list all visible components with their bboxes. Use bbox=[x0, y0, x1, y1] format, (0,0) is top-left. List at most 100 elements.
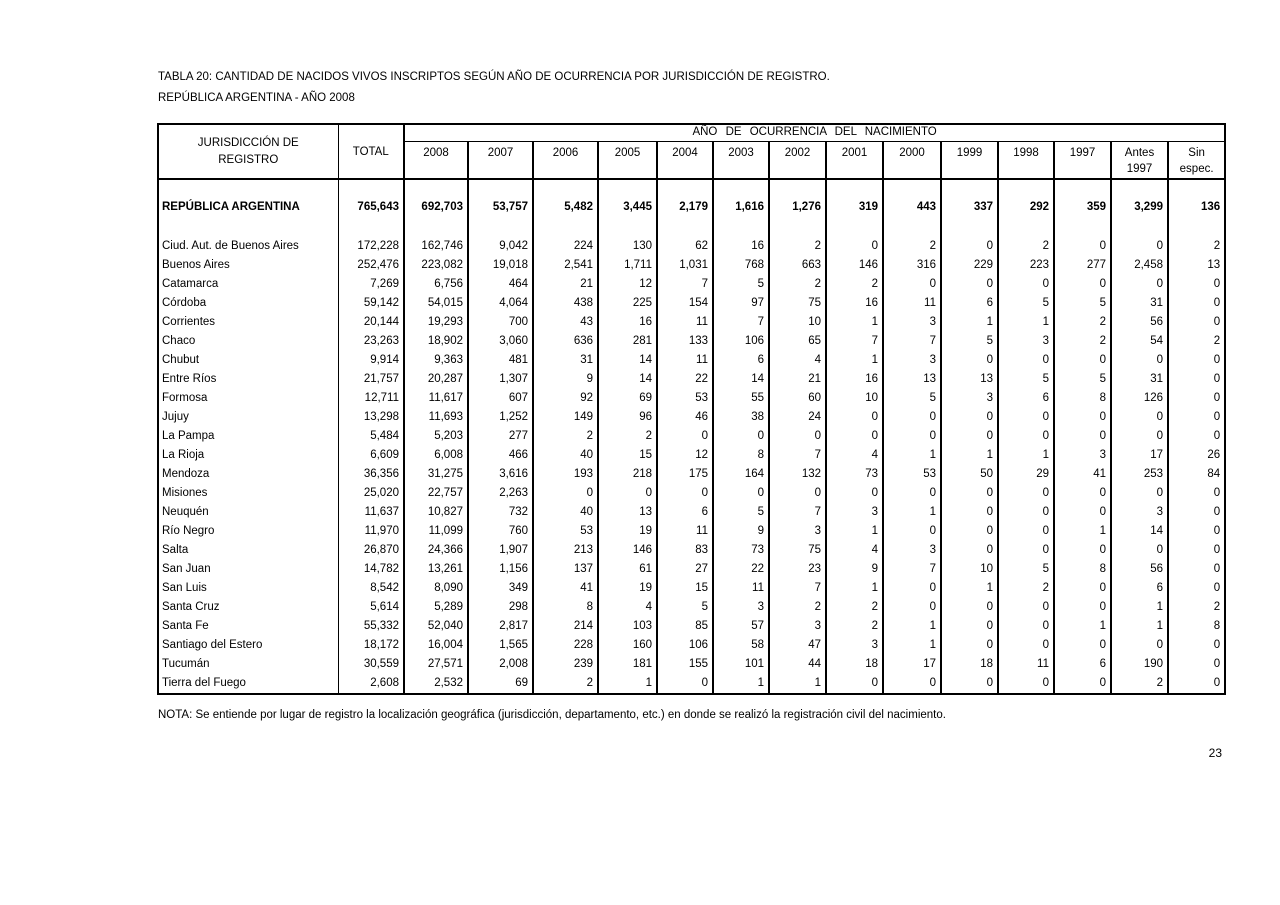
group-header-row: JURISDICCIÓN DE REGISTRO TOTAL AÑO DE OC… bbox=[158, 124, 1226, 180]
value-cell: 0 bbox=[940, 237, 998, 256]
value-cell: 1 bbox=[940, 313, 998, 332]
jurisdiction-label: Chubut bbox=[162, 354, 200, 366]
value-cell: 11 bbox=[997, 655, 1054, 674]
value-cell: 65 bbox=[768, 332, 826, 351]
page-number: 23 bbox=[1208, 746, 1222, 760]
value-cell: 1 bbox=[825, 313, 883, 332]
value-cell: 1 bbox=[1053, 617, 1111, 636]
value-cell: 0 bbox=[997, 408, 1054, 427]
value-cell: 60 bbox=[768, 389, 826, 408]
jurisdiction-label: Corrientes bbox=[162, 316, 216, 328]
value-cell: 8,090 bbox=[403, 579, 468, 598]
value-cell: 3 bbox=[825, 503, 883, 522]
value-cell: 359 bbox=[1053, 179, 1111, 237]
value-cell: 0 bbox=[1053, 427, 1111, 446]
value-cell: 9,914 bbox=[337, 351, 404, 370]
value-cell: 2 bbox=[1053, 313, 1111, 332]
value-cell: 2 bbox=[597, 427, 657, 446]
value-cell: 97 bbox=[712, 294, 769, 313]
value-cell: 11 bbox=[656, 351, 713, 370]
value-cell: 11,617 bbox=[403, 389, 468, 408]
value-cell: 5 bbox=[1053, 370, 1111, 389]
value-cell: 13,261 bbox=[403, 560, 468, 579]
jurisdiction-label: Tucumán bbox=[162, 658, 210, 670]
value-cell: 8 bbox=[1053, 389, 1111, 408]
value-cell: 2 bbox=[825, 275, 883, 294]
jurisdiction-label: Ciud. Aut. de Buenos Aires bbox=[162, 240, 299, 252]
column-header-antes-1997: Antes 1997 bbox=[1110, 141, 1168, 180]
value-cell: 155 bbox=[656, 655, 713, 674]
value-cell: 0 bbox=[1053, 579, 1111, 598]
value-cell: 0 bbox=[940, 351, 998, 370]
jurisdiction-label: Santa Cruz bbox=[162, 601, 220, 613]
title-line-2: REPÚBLICA ARGENTINA - AÑO 2008 bbox=[158, 92, 355, 104]
value-cell: 10,827 bbox=[403, 503, 468, 522]
value-cell: 16 bbox=[825, 294, 883, 313]
value-cell: 0 bbox=[1166, 503, 1226, 522]
value-cell: 0 bbox=[1110, 237, 1168, 256]
value-cell: 2,263 bbox=[467, 484, 533, 503]
value-cell: 41 bbox=[532, 579, 598, 598]
jurisdiction-label: Entre Ríos bbox=[162, 373, 217, 385]
value-cell: 0 bbox=[1053, 636, 1111, 655]
value-cell: 40 bbox=[532, 503, 598, 522]
value-cell: 58 bbox=[712, 636, 769, 655]
value-cell: 0 bbox=[940, 275, 998, 294]
value-cell: 0 bbox=[997, 636, 1054, 655]
value-cell: 281 bbox=[597, 332, 657, 351]
value-cell: 19,018 bbox=[467, 256, 533, 275]
value-cell: 106 bbox=[656, 636, 713, 655]
value-cell: 218 bbox=[597, 465, 657, 484]
value-cell: 2 bbox=[997, 237, 1054, 256]
value-cell: 0 bbox=[712, 484, 769, 503]
value-cell: 12 bbox=[656, 446, 713, 465]
value-cell: 103 bbox=[597, 617, 657, 636]
value-cell: 9,363 bbox=[403, 351, 468, 370]
value-cell: 41 bbox=[1053, 465, 1111, 484]
value-cell: 1,307 bbox=[467, 370, 533, 389]
value-cell: 5,203 bbox=[403, 427, 468, 446]
value-cell: 0 bbox=[825, 427, 883, 446]
value-cell: 101 bbox=[712, 655, 769, 674]
value-cell: 10 bbox=[940, 560, 998, 579]
value-cell: 149 bbox=[532, 408, 598, 427]
value-cell: 16 bbox=[712, 237, 769, 256]
value-cell: 481 bbox=[467, 351, 533, 370]
value-cell: 0 bbox=[1166, 408, 1226, 427]
value-cell: 1 bbox=[997, 313, 1054, 332]
value-cell: 8 bbox=[1053, 560, 1111, 579]
value-cell: 0 bbox=[882, 674, 941, 694]
value-cell: 6,008 bbox=[403, 446, 468, 465]
value-cell: 2,541 bbox=[532, 256, 598, 275]
value-cell: 56 bbox=[1110, 313, 1168, 332]
value-cell: 768 bbox=[712, 256, 769, 275]
value-cell: 0 bbox=[1053, 541, 1111, 560]
value-cell: 12 bbox=[597, 275, 657, 294]
value-cell: 0 bbox=[997, 503, 1054, 522]
jurisdiction-label: Santiago del Estero bbox=[162, 639, 263, 651]
jurisdiction-label: Santa Fe bbox=[162, 620, 209, 632]
column-header-2006: 2006 bbox=[532, 141, 598, 180]
value-cell: 636 bbox=[532, 332, 598, 351]
value-cell: 2,179 bbox=[656, 179, 713, 237]
value-cell: 2 bbox=[1166, 237, 1226, 256]
jurisdiction-label: Buenos Aires bbox=[162, 259, 230, 271]
value-cell: 1 bbox=[1110, 598, 1168, 617]
value-cell: 0 bbox=[1166, 579, 1226, 598]
value-cell: 18,172 bbox=[337, 636, 404, 655]
value-cell: 2,008 bbox=[467, 655, 533, 674]
value-cell: 11 bbox=[656, 522, 713, 541]
table-row: Santiago del Estero 18,172 16,004 1,565 228 1… bbox=[158, 636, 1226, 655]
value-cell: 5,482 bbox=[532, 179, 598, 237]
value-cell: 21,757 bbox=[337, 370, 404, 389]
births-by-year-table: JURISDICCIÓN DE REGISTRO TOTAL AÑO DE OC… bbox=[157, 123, 1227, 695]
value-cell: 6 bbox=[1110, 579, 1168, 598]
value-cell: 154 bbox=[656, 294, 713, 313]
value-cell: 1 bbox=[882, 636, 941, 655]
value-cell: 438 bbox=[532, 294, 598, 313]
value-cell: 0 bbox=[940, 541, 998, 560]
value-cell: 225 bbox=[597, 294, 657, 313]
value-cell: 12,711 bbox=[337, 389, 404, 408]
value-cell: 1,907 bbox=[467, 541, 533, 560]
value-cell: 0 bbox=[940, 503, 998, 522]
